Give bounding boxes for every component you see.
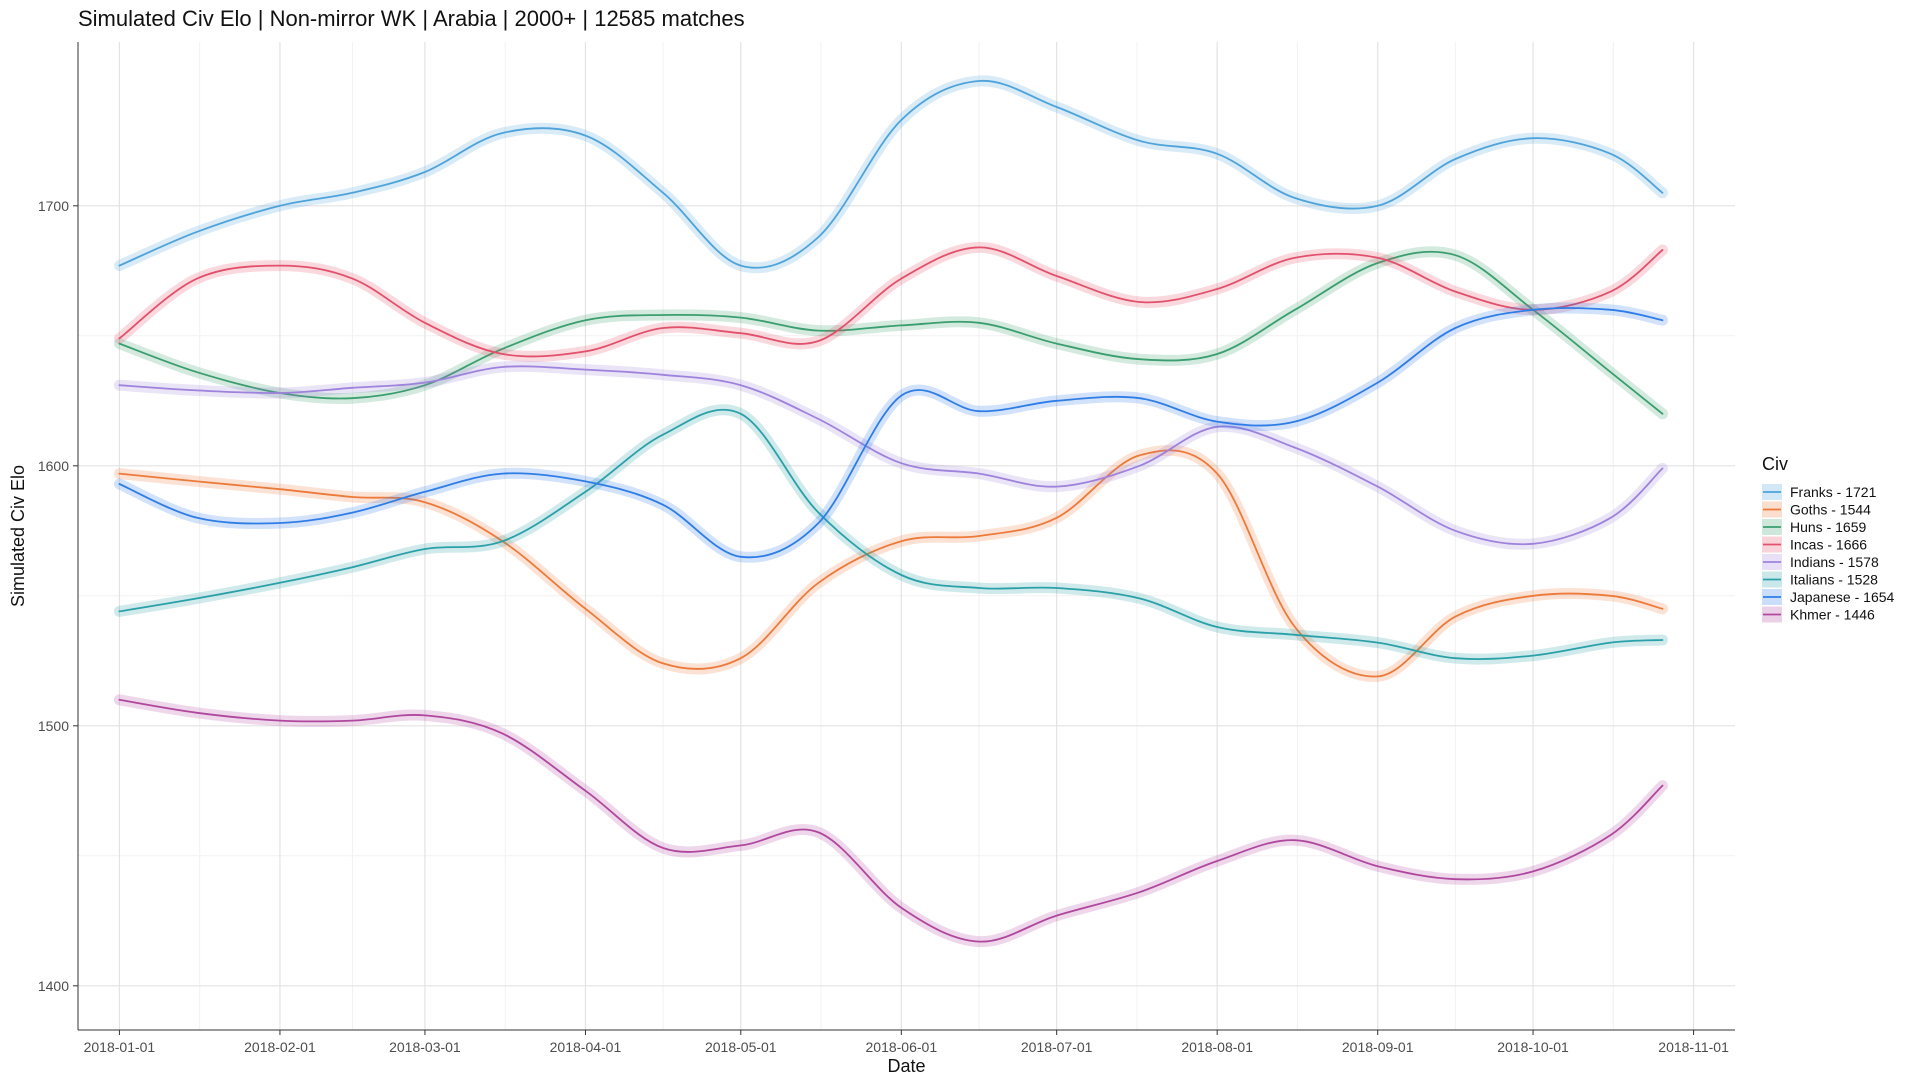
trend-line-japanese xyxy=(118,307,1664,559)
trend-line-goths xyxy=(118,449,1664,678)
legend-item-italians: Italians - 1528 xyxy=(1762,571,1878,588)
trend-line-incas xyxy=(118,246,1664,358)
legend-item-franks: Franks - 1721 xyxy=(1762,484,1877,500)
x-tick-label: 2018-06-01 xyxy=(866,1039,938,1055)
legend-item-indians: Indians - 1578 xyxy=(1762,554,1879,570)
trend-line-italians xyxy=(118,408,1664,660)
series-huns xyxy=(113,246,1668,420)
series-khmer xyxy=(113,694,1668,948)
x-axis-title: Date xyxy=(887,1056,925,1076)
series-italians xyxy=(113,404,1668,665)
legend-label-goths: Goths - 1544 xyxy=(1790,502,1871,518)
y-tick-label: 1400 xyxy=(38,978,69,994)
x-tick-label: 2018-05-01 xyxy=(705,1039,777,1055)
series-incas xyxy=(113,241,1668,362)
x-tick-label: 2018-04-01 xyxy=(550,1039,622,1055)
x-tick-label: 2018-02-01 xyxy=(244,1039,316,1055)
x-tick-label: 2018-09-01 xyxy=(1342,1039,1414,1055)
series-indians xyxy=(113,360,1668,550)
legend-label-indians: Indians - 1578 xyxy=(1790,554,1879,570)
x-tick-label: 2018-08-01 xyxy=(1181,1039,1253,1055)
x-tick-label: 2018-10-01 xyxy=(1497,1039,1569,1055)
plot-panel xyxy=(78,42,1735,1030)
x-tick-label: 2018-07-01 xyxy=(1021,1039,1093,1055)
legend-item-khmer: Khmer - 1446 xyxy=(1762,606,1875,623)
legend-label-huns: Huns - 1659 xyxy=(1790,519,1866,535)
series-goths xyxy=(113,444,1668,682)
y-axis-title: Simulated Civ Elo xyxy=(8,465,28,607)
legend-label-khmer: Khmer - 1446 xyxy=(1790,607,1875,623)
plot-grid xyxy=(78,42,1735,1030)
x-tick-label: 2018-11-01 xyxy=(1658,1039,1729,1055)
legend-label-japanese: Japanese - 1654 xyxy=(1790,589,1895,605)
x-tick-label: 2018-03-01 xyxy=(389,1039,461,1055)
legend-title: Civ xyxy=(1762,454,1788,474)
plot-series xyxy=(113,75,1668,948)
x-tick-label: 2018-01-01 xyxy=(84,1039,156,1055)
legend-label-franks: Franks - 1721 xyxy=(1790,484,1877,500)
series-japanese xyxy=(113,302,1668,563)
legend-item-huns: Huns - 1659 xyxy=(1762,519,1866,535)
trend-line-franks xyxy=(118,80,1664,269)
legend-label-italians: Italians - 1528 xyxy=(1790,572,1878,588)
legend-item-goths: Goths - 1544 xyxy=(1762,501,1871,518)
trend-line-khmer xyxy=(118,698,1664,943)
y-tick-label: 1600 xyxy=(38,458,69,474)
plot-axes: 1400 1500 1600 1700 2018-01-01 2018-02-01 2018… xyxy=(8,42,1735,1076)
trend-line-indians xyxy=(118,365,1664,546)
legend-item-incas: Incas - 1666 xyxy=(1762,536,1867,553)
chart-title: Simulated Civ Elo | Non-mirror WK | Arab… xyxy=(78,6,745,31)
legend-label-incas: Incas - 1666 xyxy=(1790,537,1867,553)
y-tick-label: 1700 xyxy=(38,198,69,214)
legend-item-japanese: Japanese - 1654 xyxy=(1762,589,1895,605)
y-tick-label: 1500 xyxy=(38,718,69,734)
trend-line-huns xyxy=(118,250,1664,415)
series-franks xyxy=(113,75,1668,274)
